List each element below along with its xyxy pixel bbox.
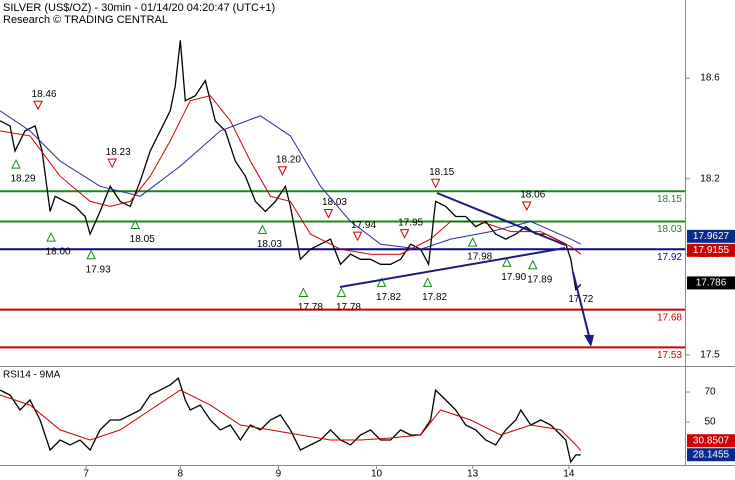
series-line	[0, 95, 582, 255]
x-tick-label: 7	[83, 469, 89, 480]
pivot-label: 17.78	[298, 302, 323, 313]
pivot-label: 18.03	[322, 197, 347, 208]
pivot-low-marker	[422, 277, 433, 287]
pivot-high-marker	[352, 231, 363, 242]
pivot-label: 18.20	[276, 154, 301, 165]
pivot-high-marker	[323, 209, 334, 219]
x-tick-label: 10	[371, 469, 383, 480]
pivot-label: 18.46	[32, 89, 57, 100]
level-label: 17.53	[657, 350, 682, 361]
pivot-high-marker	[399, 229, 410, 239]
pivot-label: 18.15	[429, 167, 454, 178]
level-label: 17.68	[657, 312, 682, 323]
trend-line	[436, 192, 566, 246]
arrow-head	[584, 335, 594, 347]
pivot-high-marker	[430, 178, 441, 189]
pivot-label: 18.05	[130, 234, 155, 245]
price-tag-label: 30.8507	[693, 435, 730, 446]
pivot-high-marker	[33, 100, 43, 111]
level-label: 18.15	[657, 194, 682, 205]
pivot-low-marker	[336, 287, 347, 297]
pivot-low-marker	[527, 259, 538, 270]
pivot-label: 17.94	[351, 220, 376, 231]
pivot-label: 18.23	[106, 147, 131, 158]
trend-line	[339, 247, 566, 288]
price-tag	[687, 434, 735, 448]
pivot-low-marker	[467, 236, 478, 247]
x-tick-label: 14	[563, 469, 575, 480]
price-tag-label: 28.1455	[693, 449, 730, 460]
level-label: 18.03	[657, 224, 682, 235]
pivot-high-marker	[521, 201, 532, 212]
plot: 18.618.217.917.518.1518.0317.9217.6817.5…	[0, 40, 735, 480]
price-tag-label: 17.9155	[693, 245, 730, 256]
chart-subtitle: Research © TRADING CENTRAL	[3, 14, 168, 26]
pivot-low-marker	[257, 224, 268, 235]
series-line	[0, 389, 582, 451]
series-line	[0, 40, 582, 291]
pivot-low-marker	[11, 158, 21, 169]
level-label: 17.92	[657, 252, 682, 263]
x-tick-label: 13	[467, 469, 479, 480]
arrow	[572, 271, 590, 337]
pivot-label: 18.00	[46, 247, 71, 258]
trend-lines	[339, 192, 594, 347]
pivot-label: 17.82	[422, 292, 447, 303]
pivot-label: 18.29	[11, 174, 36, 185]
pivot-label: 17.90	[501, 272, 526, 283]
chart-title: SILVER (US$/OZ) - 30min - 01/14/20 04:20…	[3, 2, 275, 14]
pivot-label: 18.06	[520, 190, 545, 201]
pivot-label: 18.03	[257, 239, 282, 250]
y-tick-label: 50	[704, 417, 716, 428]
rsi-title: RSI14 - 9MA	[3, 370, 61, 381]
pivot-label: 17.78	[336, 302, 361, 313]
series-line	[0, 110, 582, 250]
y-tick-label: 18.6	[700, 73, 720, 84]
pivot-label: 17.93	[86, 264, 111, 275]
pivot-high-marker	[277, 166, 288, 176]
pivot-low-marker	[130, 219, 141, 229]
pivot-label: 17.72	[568, 294, 593, 305]
price-tag	[687, 243, 735, 257]
price-tag	[687, 276, 735, 290]
pivot-label: 17.82	[376, 292, 401, 303]
pivot-label: 17.89	[527, 274, 552, 285]
pivot-label: 17.95	[398, 217, 423, 228]
x-tick-label: 8	[177, 469, 183, 480]
y-tick-label: 18.2	[700, 173, 720, 184]
price-tag	[687, 229, 735, 243]
price-tag-label: 17.786	[696, 278, 727, 289]
pivot-low-marker	[501, 257, 512, 267]
y-tick-label: 70	[704, 387, 716, 398]
pivot-low-marker	[86, 249, 96, 260]
x-tick-label: 9	[276, 469, 282, 480]
pivot-low-marker	[46, 231, 56, 242]
pivot-label: 17.98	[467, 252, 492, 263]
y-tick-label: 17.5	[700, 350, 720, 361]
price-tag	[687, 448, 735, 462]
pivot-low-marker	[298, 287, 309, 297]
pivot-low-marker	[376, 277, 387, 287]
price-tag-label: 17.9627	[693, 231, 730, 242]
pivot-high-marker	[107, 158, 117, 169]
